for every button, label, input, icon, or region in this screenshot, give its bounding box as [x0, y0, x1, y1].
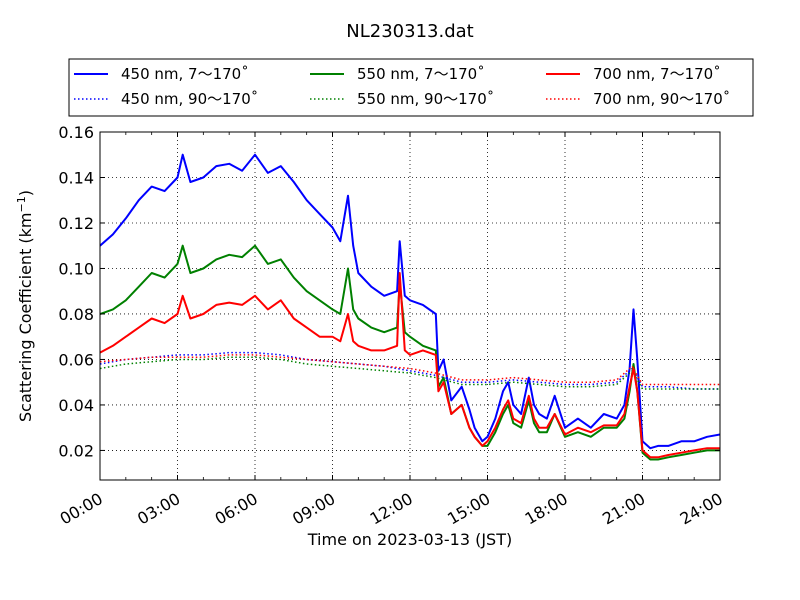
x-tick-label: 21:00	[599, 489, 648, 529]
x-tick-label: 03:00	[134, 489, 183, 529]
legend-label: 550 nm, 7～170˚	[357, 65, 485, 83]
legend-frame	[68, 58, 754, 117]
series-line	[100, 354, 720, 386]
x-tick-label: 24:00	[677, 489, 726, 529]
y-axis-label: Scattering Coefficient (km−1)	[15, 190, 35, 422]
grid	[100, 132, 720, 480]
y-axis-label-sup: −1	[15, 196, 28, 212]
x-tick-label: 00:00	[57, 489, 106, 529]
y-axis-label-tail: )	[16, 190, 35, 196]
y-tick-label: 0.14	[58, 168, 94, 187]
legend: 450 nm, 7～170˚ 450 nm, 90～170˚ 550 nm, 7～1…	[68, 58, 754, 117]
x-tick-label: 18:00	[522, 489, 571, 529]
x-tick-labels: 00:00 03:00 06:00 09:00 12:00 15:00 18:00 21:00…	[57, 489, 726, 529]
series-line	[100, 272, 720, 459]
series-line	[100, 351, 720, 390]
y-tick-label: 0.12	[58, 214, 94, 233]
legend-label: 700 nm, 7～170˚	[593, 65, 721, 83]
series-line	[100, 356, 720, 390]
y-tick-label: 0.16	[58, 123, 94, 142]
y-tick-label: 0.08	[58, 305, 94, 324]
series-layer	[100, 153, 720, 461]
y-tick-labels: 0.02 0.04 0.06 0.08 0.10 0.12 0.14 0.16	[58, 123, 94, 460]
x-tick-label: 12:00	[367, 489, 416, 529]
x-tick-label: 15:00	[444, 489, 493, 529]
legend-label: 700 nm, 90～170˚	[593, 90, 730, 108]
series-line	[100, 153, 720, 450]
y-tick-label: 0.06	[58, 350, 94, 369]
legend-label: 550 nm, 90～170˚	[357, 90, 494, 108]
ticks	[99, 131, 721, 480]
legend-label: 450 nm, 90～170˚	[121, 90, 258, 108]
y-tick-label: 0.02	[58, 441, 94, 460]
y-tick-label: 0.10	[58, 259, 94, 278]
chart-title: NL230313.dat	[346, 21, 473, 42]
series-line	[100, 244, 720, 461]
y-tick-label: 0.04	[58, 396, 94, 415]
y-axis-label-main: Scattering Coefficient (km	[16, 212, 35, 422]
x-tick-label: 06:00	[212, 489, 261, 529]
x-tick-label: 09:00	[289, 489, 338, 529]
x-axis-label: Time on 2023-03-13 (JST)	[307, 530, 512, 549]
legend-label: 450 nm, 7～170˚	[121, 65, 249, 83]
